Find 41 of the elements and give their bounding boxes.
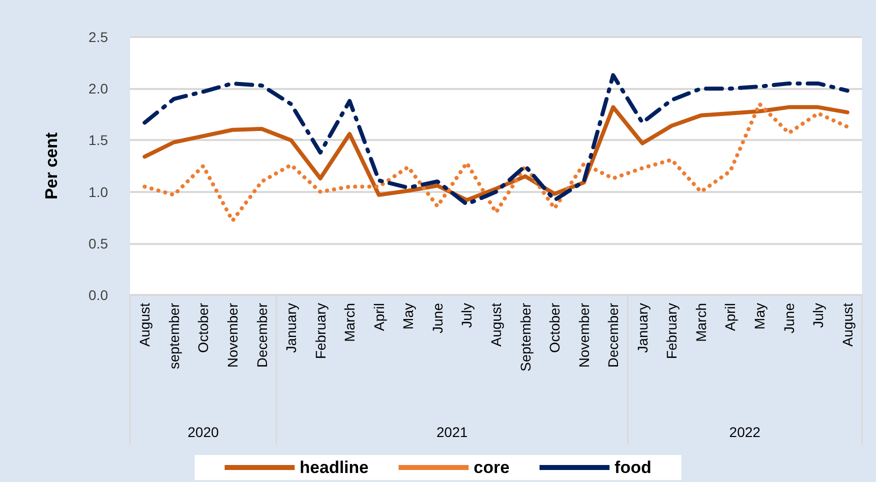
x-tick-label: October	[195, 302, 212, 353]
x-tick-label: December	[605, 302, 622, 368]
legend-label: headline	[300, 458, 369, 477]
line-series	[142, 102, 850, 223]
legend-label: core	[474, 458, 510, 477]
x-tick-label: september	[166, 302, 182, 370]
x-tick-label: August	[839, 302, 856, 347]
x-tick-label: April	[722, 303, 738, 332]
y-tick-label: 0.5	[88, 235, 108, 252]
x-tick-label: November	[576, 302, 592, 368]
x-tick-label: June	[429, 302, 446, 334]
x-tick-label: July	[810, 303, 826, 328]
y-tick-label: 2.5	[88, 29, 108, 45]
line-series	[142, 105, 850, 202]
x-tick-label: May	[400, 303, 416, 330]
x-tick-label: September	[517, 302, 534, 372]
line-series	[142, 73, 850, 206]
x-tick-label: February	[664, 303, 680, 360]
y-axis-title: Per cent	[42, 132, 61, 200]
x-tick-label: January	[634, 303, 650, 353]
x-tick-label: August	[488, 302, 504, 347]
x-tick-label: March	[692, 303, 709, 342]
x-tick-label: November	[224, 302, 240, 368]
legend-label: food	[614, 458, 652, 477]
text: 2020	[188, 424, 219, 440]
x-tick-label: December	[254, 302, 270, 368]
y-tick-label: 2.0	[88, 80, 108, 97]
x-tick-label: March	[342, 303, 358, 342]
x-tick-label: July	[458, 303, 475, 328]
x-tick-label: June	[780, 302, 797, 334]
x-tick-label: April	[370, 303, 387, 332]
x-tick-label: May	[752, 303, 768, 330]
x-tick-label: October	[546, 302, 563, 353]
y-tick-label: 0.0	[88, 287, 108, 303]
y-tick-label: 1.0	[88, 184, 108, 200]
x-tick-label: January	[283, 303, 300, 353]
text: 2021	[436, 424, 468, 440]
y-tick-label: 1.5	[88, 132, 108, 148]
text: 2022	[729, 424, 761, 440]
x-tick-label: August	[136, 302, 153, 347]
x-tick-label: February	[312, 303, 328, 360]
